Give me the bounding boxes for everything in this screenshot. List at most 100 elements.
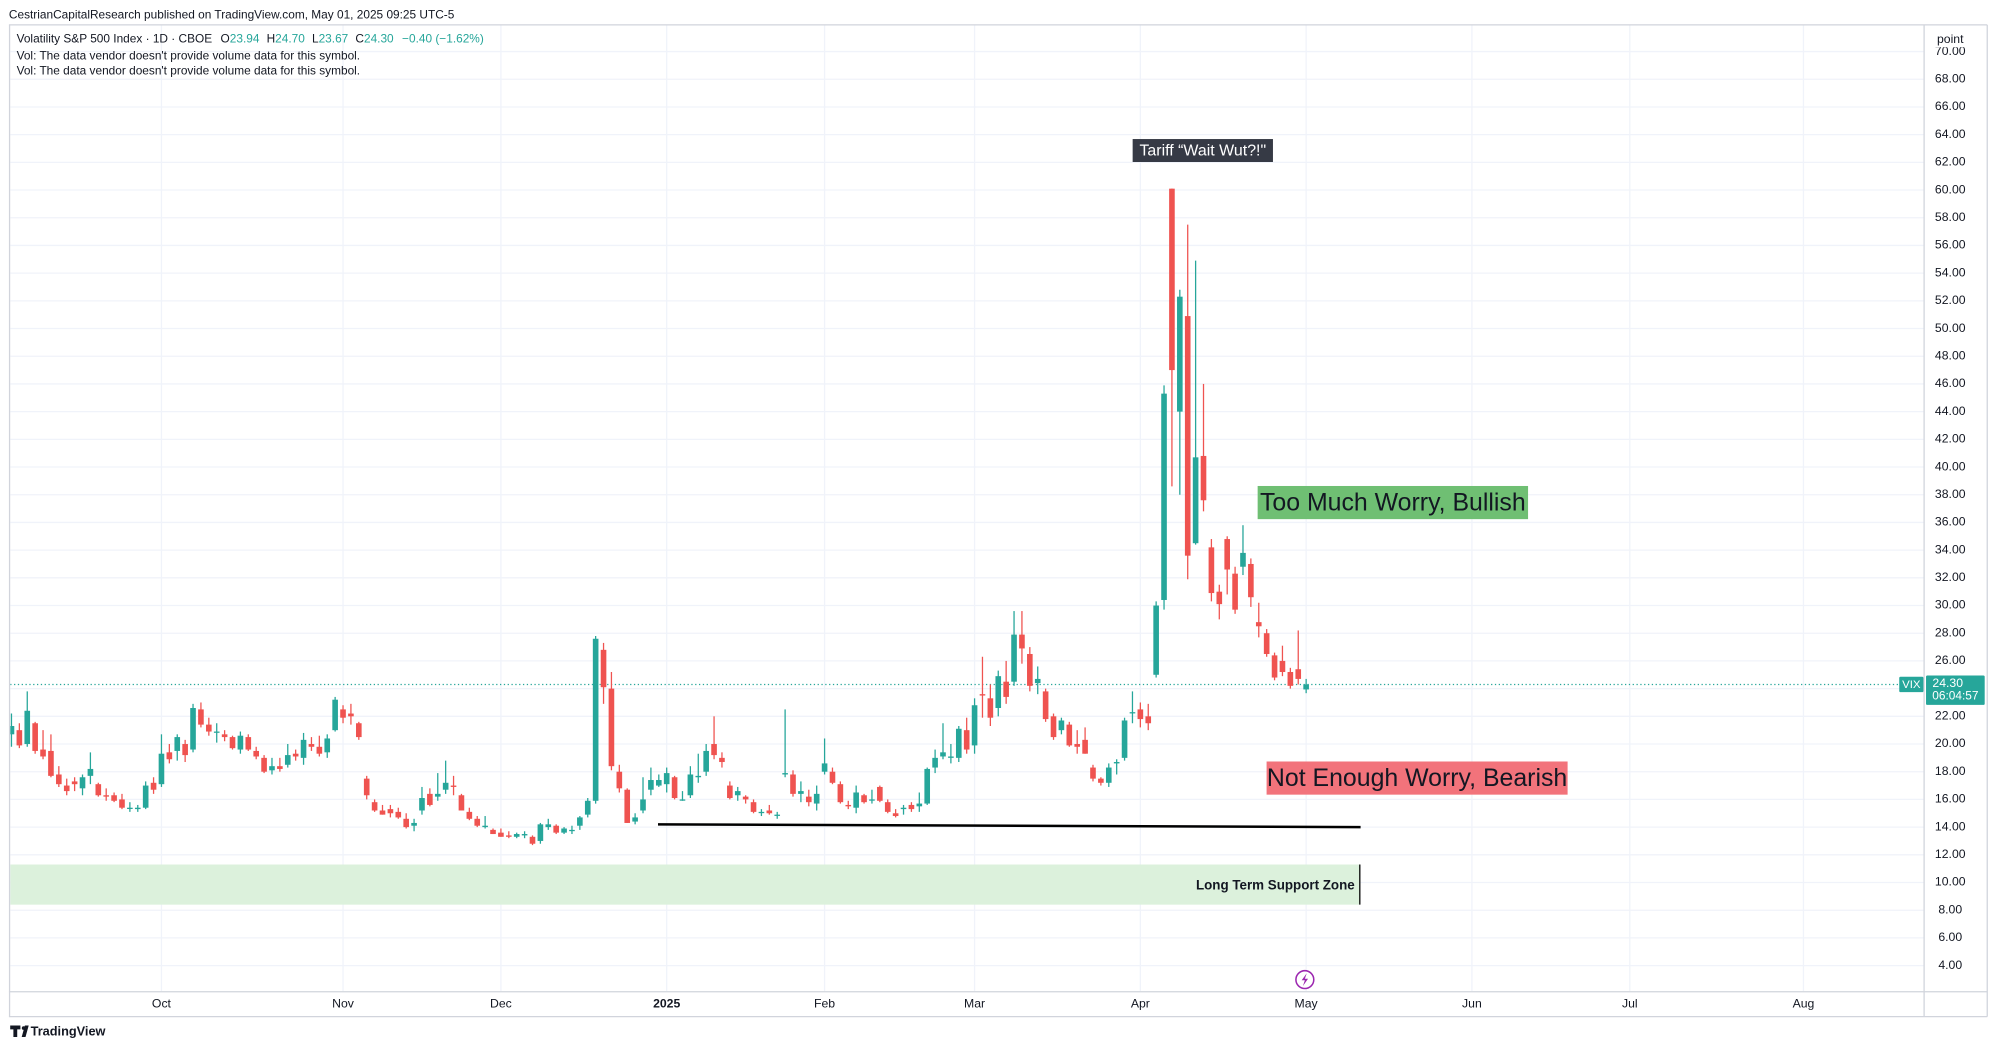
candle-body <box>79 777 86 789</box>
candle-body <box>987 698 994 718</box>
candle-body <box>166 752 173 760</box>
x-tick-label: Nov <box>332 997 355 1011</box>
candle-body <box>640 799 646 811</box>
trendline <box>658 823 1361 829</box>
candle-body <box>703 750 709 772</box>
candle-body <box>450 785 457 787</box>
y-tick-label: 46.00 <box>1935 376 1966 390</box>
candle-body <box>845 804 852 807</box>
y-tick-label: 68.00 <box>1935 71 1966 85</box>
candle-body <box>600 649 607 688</box>
candle-body <box>1050 716 1057 738</box>
y-tick-label: 54.00 <box>1935 265 1966 279</box>
candle-body <box>545 824 552 828</box>
candle-body <box>916 803 923 807</box>
candle-body <box>395 811 402 818</box>
candle-body <box>363 778 370 796</box>
candle-body <box>150 782 157 790</box>
candle-body <box>32 723 38 751</box>
candle-body <box>584 800 591 815</box>
y-tick-label: 48.00 <box>1935 348 1966 362</box>
candle-body <box>734 791 741 796</box>
candle-body <box>577 817 583 826</box>
candle-body <box>679 799 686 801</box>
candle-body <box>229 737 236 749</box>
candle-body <box>1192 457 1199 544</box>
candle-body <box>513 834 520 837</box>
candle-body <box>1137 709 1144 720</box>
candle-body <box>1042 691 1049 720</box>
candle-body <box>1240 552 1246 567</box>
published-line: CestrianCapitalResearch published on Tra… <box>9 7 455 21</box>
candle-body <box>569 829 575 832</box>
y-tick-label: 10.00 <box>1935 875 1966 889</box>
candle-body <box>813 793 820 804</box>
annotation: Tariff “Wait Wut?!" <box>1139 142 1266 159</box>
y-tick-label: 14.00 <box>1935 819 1966 833</box>
candle-body <box>324 738 331 753</box>
event-icon[interactable] <box>1295 969 1315 990</box>
candle-body <box>87 768 94 776</box>
candle-body <box>971 705 978 746</box>
vol-note: Vol: The data vendor doesn't provide vol… <box>17 48 361 62</box>
x-tick-label: May <box>1295 997 1319 1011</box>
candle-body <box>877 786 883 801</box>
x-tick-label: Dec <box>490 997 512 1011</box>
candle-body <box>1303 684 1309 690</box>
ohlc-value: 24.70 <box>275 32 305 46</box>
y-tick-label: 62.00 <box>1935 155 1966 169</box>
y-tick-label: 38.00 <box>1935 487 1966 501</box>
candle-body <box>300 739 307 758</box>
candle-body <box>1224 539 1230 570</box>
candle-body <box>979 694 986 696</box>
candle-body <box>158 753 165 785</box>
x-tick-label: 2025 <box>653 997 680 1011</box>
candle-body <box>1153 605 1159 675</box>
y-tick-label: 26.00 <box>1935 653 1966 667</box>
candle-body <box>284 755 291 765</box>
candle-body <box>71 781 78 785</box>
candle-body <box>963 730 970 750</box>
candle-body <box>1105 767 1112 783</box>
candle-body <box>1082 739 1088 754</box>
y-tick-label: 60.00 <box>1935 182 1966 196</box>
candle-body <box>1090 767 1096 779</box>
candle-body <box>537 824 544 841</box>
candle-body <box>758 811 765 814</box>
symbol-tag-label: VIX <box>1902 679 1921 691</box>
symbol-tag <box>1899 676 1924 693</box>
candle-body <box>316 746 323 754</box>
candle-body <box>742 796 749 800</box>
candle-body <box>427 793 433 805</box>
symbol-title: Volatility S&P 500 Index · 1D · CBOE <box>17 32 213 46</box>
candle-body <box>861 795 867 803</box>
candle-body <box>442 782 449 790</box>
candle-body <box>798 791 804 794</box>
candle-body <box>253 750 259 757</box>
candle-body <box>1263 633 1270 654</box>
candle-body <box>774 814 781 816</box>
vol-note: Vol: The data vendor doesn't provide vol… <box>17 64 361 78</box>
annotation-box <box>1132 139 1273 162</box>
candle-body <box>711 744 717 756</box>
y-tick-label: 56.00 <box>1935 238 1966 252</box>
candle-body <box>766 810 773 814</box>
y-tick-label: 52.00 <box>1935 293 1966 307</box>
candle-body <box>1177 296 1183 412</box>
price-axis-labels: 4.00 6.00 8.00 10.00 12.00 14.00 16.00 18.00 20.… <box>1935 47 1966 972</box>
ohlc-value: 24.30 <box>364 32 394 46</box>
candle-body <box>592 638 599 801</box>
candle-body <box>332 699 338 731</box>
candle-body <box>790 774 796 794</box>
y-tick-label: 34.00 <box>1935 542 1966 556</box>
candle-body <box>1161 393 1167 600</box>
candle-layer <box>10 188 1924 846</box>
candle-body <box>16 730 23 746</box>
ohlc-value: 23.94 <box>230 32 260 46</box>
candle-body <box>995 676 1002 709</box>
candle-body <box>379 810 386 815</box>
candle-body <box>1066 724 1073 746</box>
candle-body <box>198 709 204 725</box>
candle-body <box>56 774 62 785</box>
footer-brand: TradingView <box>31 1023 106 1038</box>
